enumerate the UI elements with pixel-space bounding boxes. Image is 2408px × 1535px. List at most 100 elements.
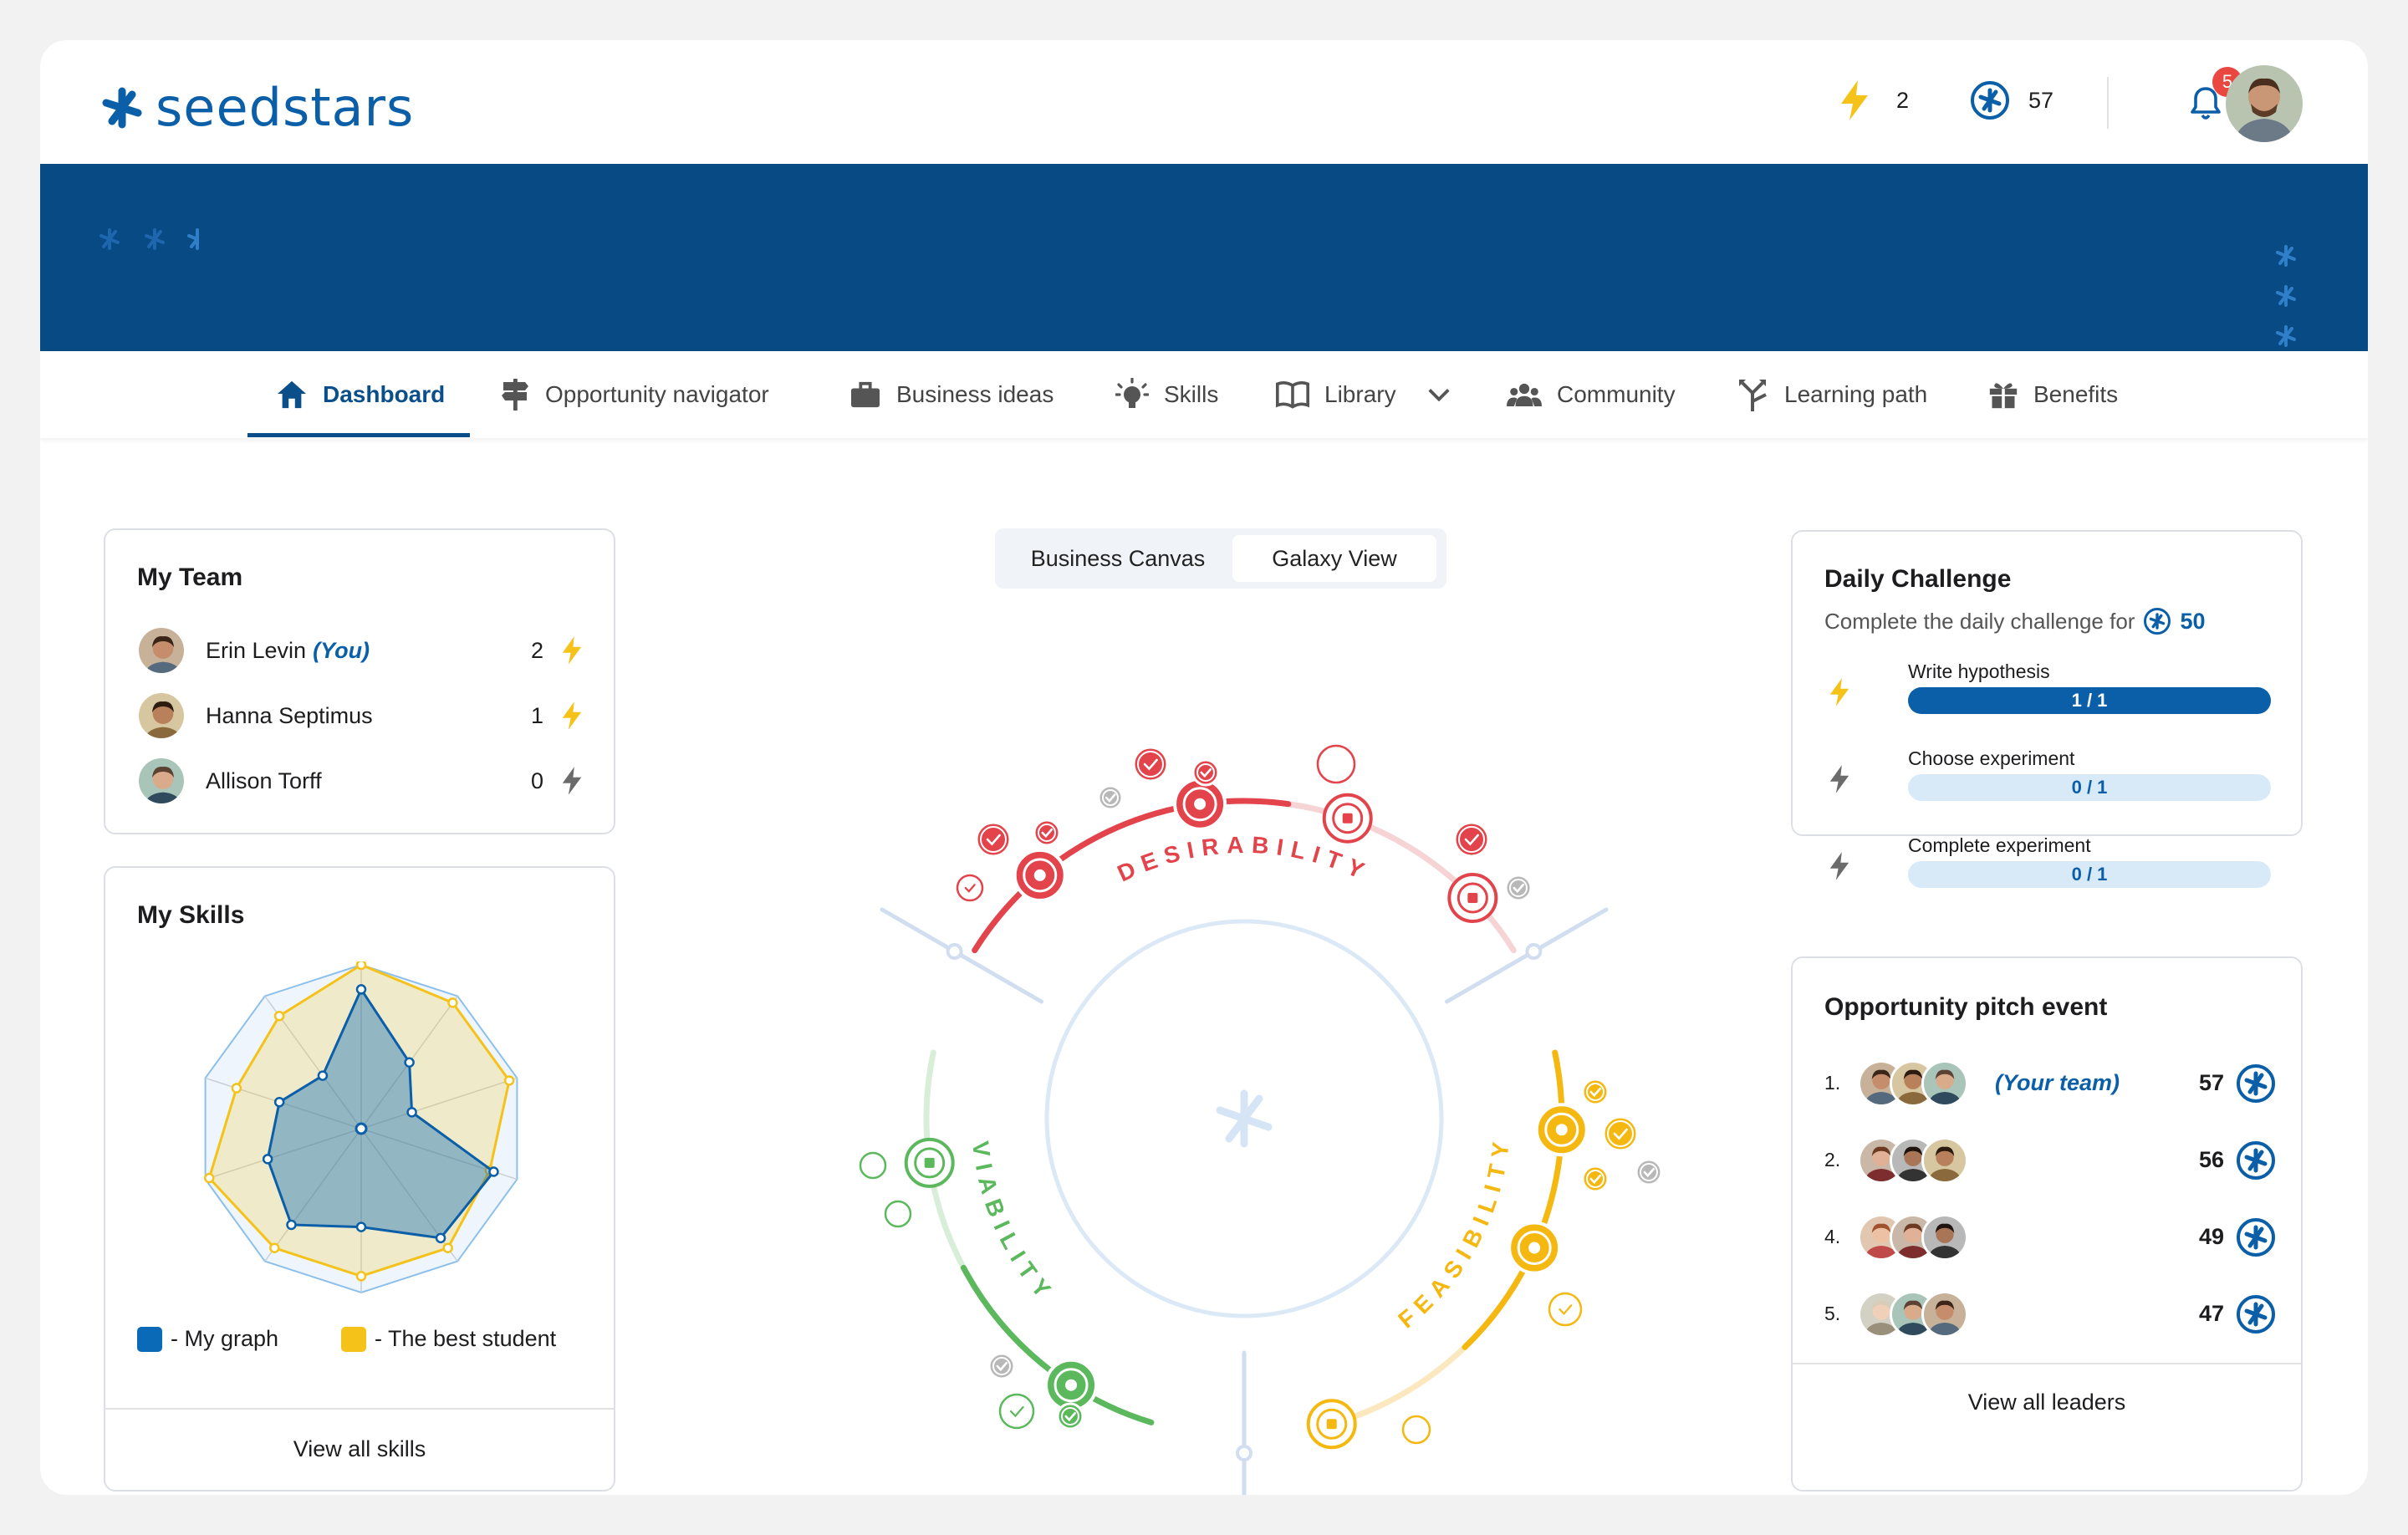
spoke-right xyxy=(1444,907,1609,1004)
leaderboard-row[interactable]: 2. 56 xyxy=(1824,1135,2276,1186)
target-icon xyxy=(1194,798,1207,810)
task-node-18[interactable] xyxy=(1548,1292,1583,1327)
legend-label: - My graph xyxy=(171,1326,279,1351)
leaderboard-row[interactable]: 4. 49 xyxy=(1824,1212,2276,1262)
legend-swatch xyxy=(341,1326,366,1352)
team-member-row[interactable]: Allison Torff 0 xyxy=(137,754,589,808)
radar-axis xyxy=(205,1128,362,1181)
gear-icon xyxy=(1555,1124,1568,1136)
task-node-7[interactable] xyxy=(1504,874,1533,902)
card-title: Daily Challenge xyxy=(1824,565,2012,593)
team-member-avatar xyxy=(1921,1214,1968,1261)
divider xyxy=(2107,77,2109,129)
tab-dashboard[interactable]: Dashboard xyxy=(276,351,445,438)
energy-counter[interactable]: 2 xyxy=(1838,80,1921,120)
lightning-icon xyxy=(562,767,582,795)
tab-library[interactable]: Library xyxy=(1276,351,1451,438)
team-member-avatar xyxy=(1921,1137,1968,1184)
task-node-9[interactable] xyxy=(859,1151,887,1180)
radar-point xyxy=(317,1070,329,1081)
tab-community[interactable]: Community xyxy=(1507,351,1676,438)
tab-skills[interactable]: Skills xyxy=(1115,351,1218,438)
task-node-12[interactable] xyxy=(998,1393,1035,1430)
asterisk-coin-icon xyxy=(2237,1218,2275,1257)
feasibility-hub-1[interactable] xyxy=(1534,1103,1589,1157)
money-bag-icon xyxy=(1065,1379,1078,1391)
tab-learning-path[interactable]: Learning path xyxy=(1736,351,1927,438)
task-node-15[interactable] xyxy=(1602,1115,1639,1152)
team-label: (Your team) xyxy=(1995,1070,2120,1095)
radar-point xyxy=(442,1242,453,1253)
task-node-16[interactable] xyxy=(1635,1158,1663,1186)
task-node-5[interactable] xyxy=(1316,744,1356,784)
task-node-8[interactable] xyxy=(956,874,984,902)
points-counter[interactable]: 57 xyxy=(1970,80,2053,120)
desirability-hub-1[interactable] xyxy=(1013,848,1067,902)
task-node-3[interactable] xyxy=(1132,746,1169,783)
task-node-0[interactable] xyxy=(975,821,1012,858)
desirability-hub-2[interactable] xyxy=(1173,777,1227,831)
feasibility-hub-2[interactable] xyxy=(1508,1221,1562,1275)
divider xyxy=(105,1408,614,1410)
feas-path-label: FEASIBILITY xyxy=(1393,1134,1514,1334)
task-node-13[interactable] xyxy=(1056,1402,1084,1430)
member-score: 2 xyxy=(530,637,543,663)
desirability-hub-4[interactable] xyxy=(1447,873,1498,924)
tab-label: Business ideas xyxy=(896,381,1054,407)
avatar-image xyxy=(2226,65,2303,142)
leaf-icon xyxy=(1033,869,1046,881)
my-team-card: My Team Erin Levin (You) 2 Hanna Septimus 1 A… xyxy=(104,528,615,834)
radar-point xyxy=(406,1107,417,1118)
leaderboard-row[interactable]: 5. 47 xyxy=(1824,1289,2276,1339)
view-all-leaders-link[interactable]: View all leaders xyxy=(1967,1390,2126,1415)
chevron-down-icon[interactable] xyxy=(1426,386,1451,403)
legend-best-student: - The best student xyxy=(341,1326,556,1352)
task-node-10[interactable] xyxy=(884,1200,912,1228)
task-node-11[interactable] xyxy=(987,1352,1016,1380)
leaderboard-row[interactable]: 1. (Your team) 57 xyxy=(1824,1058,2276,1109)
notifications-button[interactable]: 5 xyxy=(2189,67,2242,125)
task-node-1[interactable] xyxy=(1033,818,1061,847)
feasibility-hub-3[interactable] xyxy=(1306,1399,1357,1450)
user-avatar[interactable] xyxy=(2226,65,2303,142)
viability-track xyxy=(923,1049,1129,1416)
galaxy-view-button[interactable]: Galaxy View xyxy=(1232,535,1436,582)
signpost-icon xyxy=(502,379,528,411)
member-score: 1 xyxy=(530,702,543,728)
progress-text: 0 / 1 xyxy=(2071,777,2108,798)
task-node-14[interactable] xyxy=(1581,1078,1610,1106)
viability-hub-1[interactable] xyxy=(904,1137,955,1188)
progress-text: 1 / 1 xyxy=(2071,690,2108,711)
tab-benefits[interactable]: Benefits xyxy=(1988,351,2118,438)
tab-label: Library xyxy=(1324,381,1396,407)
legend-swatch xyxy=(137,1326,162,1352)
viab-path-label: VIABILITY xyxy=(967,1140,1060,1308)
radar-point xyxy=(503,1075,515,1086)
task-node-6[interactable] xyxy=(1453,821,1490,858)
business-canvas-button[interactable]: Business Canvas xyxy=(1007,535,1229,582)
tab-opportunity-navigator[interactable]: Opportunity navigator xyxy=(500,351,769,438)
asterisk-center-icon xyxy=(1216,1089,1273,1148)
subtitle-text: Complete the daily challenge for xyxy=(1824,608,2135,634)
task-node-19[interactable] xyxy=(1401,1415,1431,1445)
desirability-hub-3[interactable] xyxy=(1322,793,1373,844)
tab-label: Community xyxy=(1557,381,1676,407)
team-member-row[interactable]: Hanna Septimus 1 xyxy=(137,689,589,742)
task-node-4[interactable] xyxy=(1191,758,1220,787)
tab-business-ideas[interactable]: Business ideas xyxy=(849,351,1054,438)
avatar xyxy=(137,626,186,675)
book-icon xyxy=(1276,381,1309,409)
team-score: 56 xyxy=(2198,1147,2224,1172)
radar-point xyxy=(355,984,367,995)
view-all-skills-link[interactable]: View all skills xyxy=(293,1436,426,1461)
spoke-node xyxy=(1236,1445,1252,1461)
radar-point xyxy=(355,1221,367,1232)
spoke-left xyxy=(880,907,1044,1004)
task-node-2[interactable] xyxy=(1097,784,1124,811)
task-node-17[interactable] xyxy=(1581,1165,1610,1193)
avatar-image xyxy=(1924,1293,1966,1335)
brand-logo[interactable]: seedstars xyxy=(100,77,414,138)
skills-radar-chart xyxy=(204,961,518,1294)
team-member-row[interactable]: Erin Levin (You) 2 xyxy=(137,624,589,677)
